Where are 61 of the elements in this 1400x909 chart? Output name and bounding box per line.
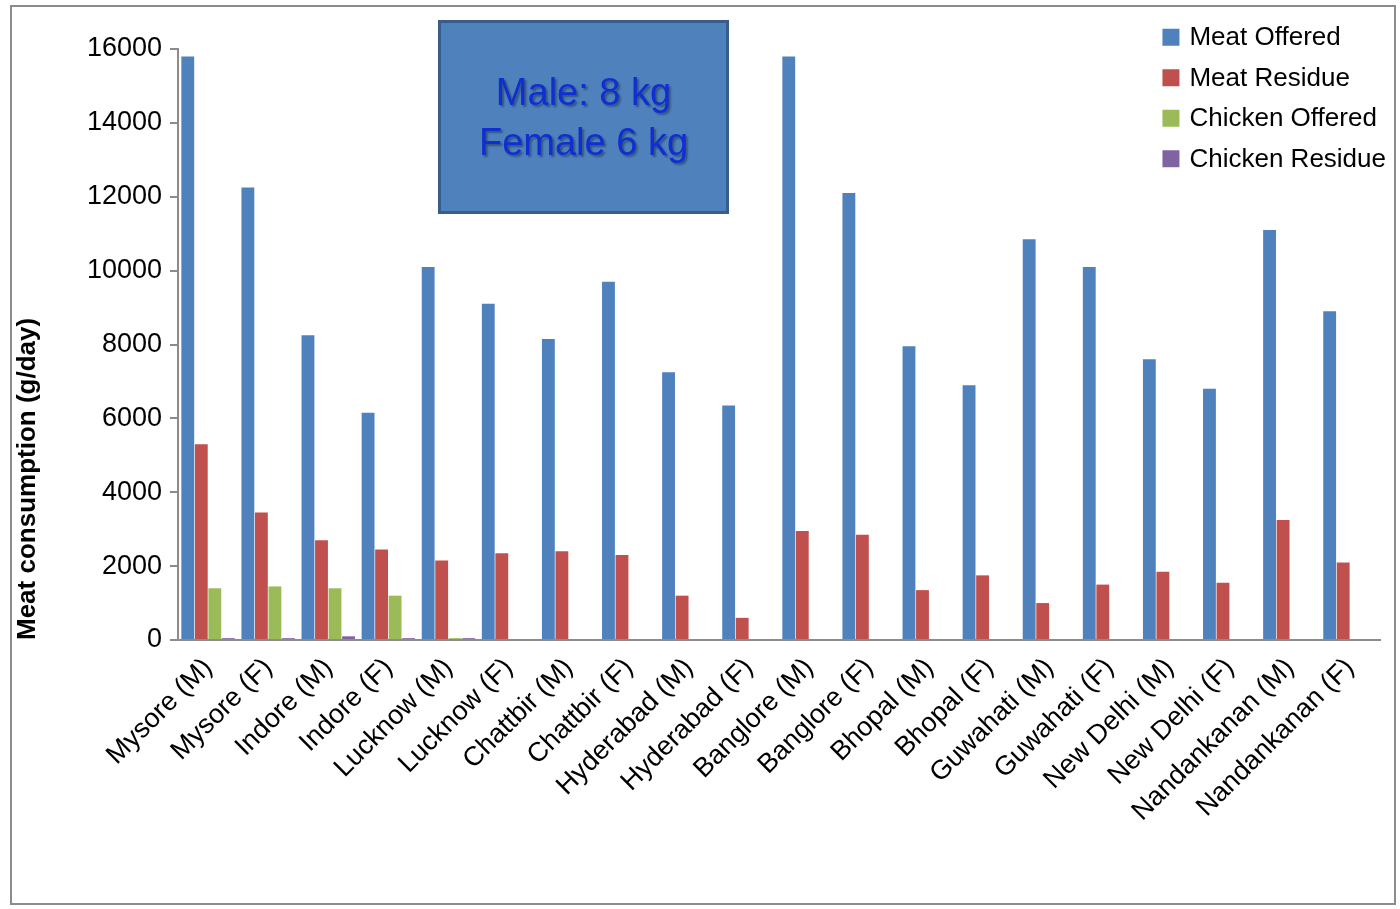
bar [328, 588, 342, 639]
bar [675, 595, 689, 639]
bar [555, 551, 569, 639]
bar [388, 595, 402, 639]
bar [541, 338, 555, 639]
bar [301, 335, 315, 639]
bar [1323, 311, 1337, 639]
bar [722, 405, 736, 639]
bar [1082, 266, 1096, 639]
bar [254, 512, 268, 639]
y-tick-label: 12000 [86, 180, 162, 211]
bar [662, 372, 675, 639]
y-tick-label: 2000 [101, 549, 162, 580]
bar [181, 56, 195, 639]
bar [1336, 562, 1350, 639]
bar [602, 281, 615, 639]
bar [962, 385, 976, 639]
y-axis-title: Meat consumption (g/day) [10, 317, 41, 640]
bar [1216, 582, 1230, 639]
legend-label: Meat Offered [1189, 21, 1341, 52]
bar [1096, 584, 1110, 639]
y-tick-label: 4000 [101, 475, 162, 506]
y-tick-label: 16000 [86, 32, 162, 63]
bar [481, 303, 495, 639]
bar [976, 575, 990, 639]
bar [902, 346, 916, 639]
bar [735, 617, 749, 639]
bar [342, 636, 355, 639]
legend-label: Chicken Residue [1189, 142, 1387, 173]
annotation: Male: 8 kg [495, 70, 672, 115]
bar [208, 588, 222, 639]
bar [1203, 388, 1216, 639]
bar [1142, 359, 1156, 639]
y-tick-label: 10000 [86, 254, 162, 285]
bar [495, 553, 509, 639]
bar [1156, 571, 1170, 639]
y-tick-label: 0 [146, 623, 162, 654]
bar [435, 560, 449, 639]
bar [1036, 603, 1050, 639]
bar [1022, 239, 1036, 639]
bar [421, 266, 435, 639]
bar [361, 412, 375, 639]
y-tick-label: 6000 [101, 401, 162, 432]
y-tick-label: 14000 [86, 106, 162, 137]
bar [315, 540, 328, 639]
legend-label: Chicken Offered [1189, 102, 1377, 133]
bar [795, 531, 809, 639]
bar [842, 193, 856, 639]
bar [1263, 229, 1276, 639]
legend-label: Meat Residue [1189, 61, 1350, 92]
y-tick-label: 8000 [101, 327, 162, 358]
bar [375, 549, 389, 639]
bar [782, 56, 796, 639]
bar [194, 444, 208, 639]
bar [855, 534, 869, 639]
bar [1276, 519, 1290, 639]
bar [916, 590, 929, 639]
annotation: Female 6 kg [478, 120, 689, 165]
bar [241, 187, 255, 639]
bar [268, 586, 282, 639]
bar [615, 555, 629, 639]
